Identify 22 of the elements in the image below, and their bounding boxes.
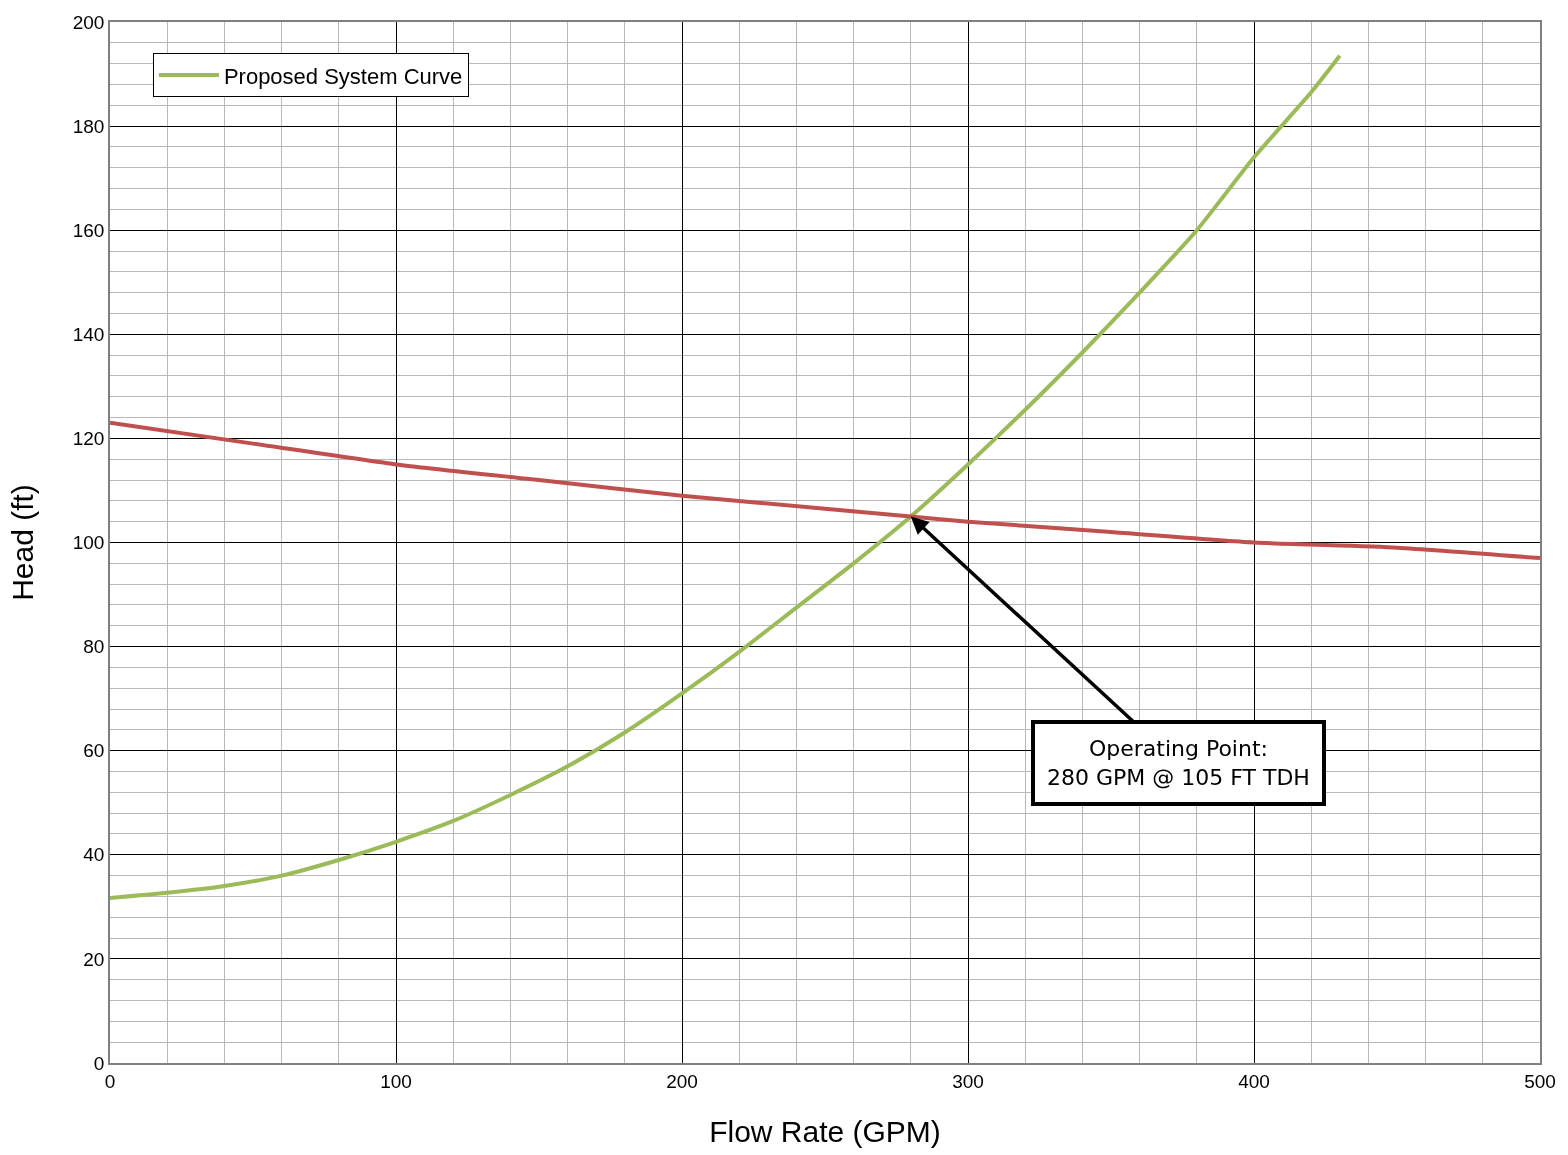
y-tick-label: 40 [83,844,105,866]
x-tick-label: 300 [952,1070,984,1092]
line-series [110,53,1342,900]
y-tick-label: 60 [83,740,105,762]
legend-label: Proposed System Curve [223,63,463,89]
y-tick-label: 180 [72,115,105,137]
annotation: Operating Point: 280 GPM @ 105 FT TDH [1047,736,1310,790]
x-tick-label: 200 [666,1070,698,1092]
y-axis-title: Head (ft) [6,484,40,601]
y-tick-label: 80 [83,636,105,658]
y-tick-label: 200 [72,11,105,33]
x-tick-label: 500 [1524,1070,1556,1092]
x-axis-title: Flow Rate (GPM) [709,1114,941,1148]
y-tick-label: 160 [72,219,105,241]
y-tick-label: 20 [83,948,105,970]
x-tick-label: 100 [380,1070,412,1092]
y-tick-label: 120 [72,428,105,450]
y-tick-label: 0 [93,1052,105,1074]
y-tick-label: 100 [72,532,105,554]
y-tick-label: 140 [72,323,105,345]
x-tick-label: 400 [1238,1070,1270,1092]
line-series [110,420,1540,561]
